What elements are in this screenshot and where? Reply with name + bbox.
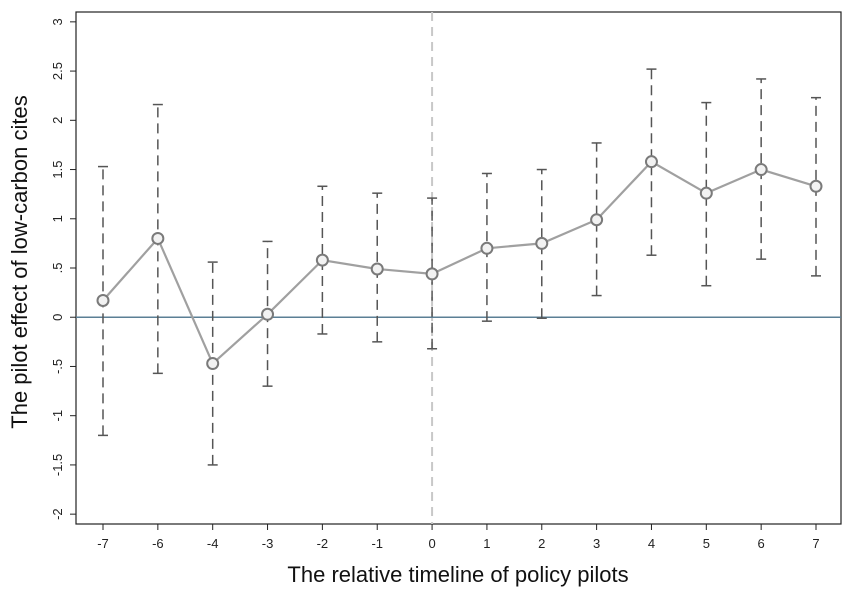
y-tick-label: -2 (50, 508, 65, 520)
x-tick-label: 0 (428, 536, 435, 551)
x-tick-label: 2 (538, 536, 545, 551)
x-tick-label: -2 (317, 536, 329, 551)
x-tick-label: 7 (812, 536, 819, 551)
y-tick-label: 0 (50, 314, 65, 321)
y-tick-label: 3 (50, 18, 65, 25)
estimate-point (261, 307, 275, 321)
x-tick-label: 6 (758, 536, 765, 551)
x-tick-label: -6 (152, 536, 164, 551)
estimate-point (96, 293, 110, 307)
y-tick-label: -1.5 (50, 454, 65, 476)
y-axis: -2 -1.5 -1 -.5 0 .5 1 1.5 2 2.5 3 (50, 18, 76, 520)
y-tick-label: 2 (50, 117, 65, 124)
estimate-point (644, 155, 658, 169)
reference-lines (76, 12, 841, 524)
y-tick-label: .5 (50, 263, 65, 274)
y-tick-label: 1 (50, 215, 65, 222)
x-tick-label: 4 (648, 536, 655, 551)
x-tick-label: 3 (593, 536, 600, 551)
estimate-point (425, 267, 439, 281)
x-tick-label: 1 (483, 536, 490, 551)
estimate-point (480, 241, 494, 255)
estimate-point (809, 179, 823, 193)
x-tick-label: -3 (262, 536, 274, 551)
x-tick-label: -1 (371, 536, 383, 551)
estimate-point (151, 231, 165, 245)
x-axis-title: The relative timeline of policy pilots (287, 562, 628, 587)
y-tick-label: 1.5 (50, 160, 65, 178)
estimate-point (590, 213, 604, 227)
estimate-point (370, 262, 384, 276)
y-tick-label: -.5 (50, 359, 65, 374)
estimate-point (206, 357, 220, 371)
x-tick-label: -4 (207, 536, 219, 551)
x-axis: -7 -6 -4 -3 -2 -1 0 1 2 3 4 5 6 7 (97, 524, 820, 551)
x-tick-label: -7 (97, 536, 109, 551)
y-axis-title: The pilot effect of low-carbon cites (7, 95, 32, 428)
x-tick-label: 5 (703, 536, 710, 551)
estimate-points (96, 155, 823, 371)
estimate-line (102, 160, 817, 366)
y-tick-label: -1 (50, 410, 65, 422)
estimate-series-line (102, 160, 817, 366)
estimate-point (315, 253, 329, 267)
plot-frame (75, 11, 842, 525)
y-tick-label: 2.5 (50, 62, 65, 80)
estimate-point (699, 186, 713, 200)
error-bars (98, 68, 821, 466)
estimate-point (754, 163, 768, 177)
estimate-point (535, 236, 549, 250)
